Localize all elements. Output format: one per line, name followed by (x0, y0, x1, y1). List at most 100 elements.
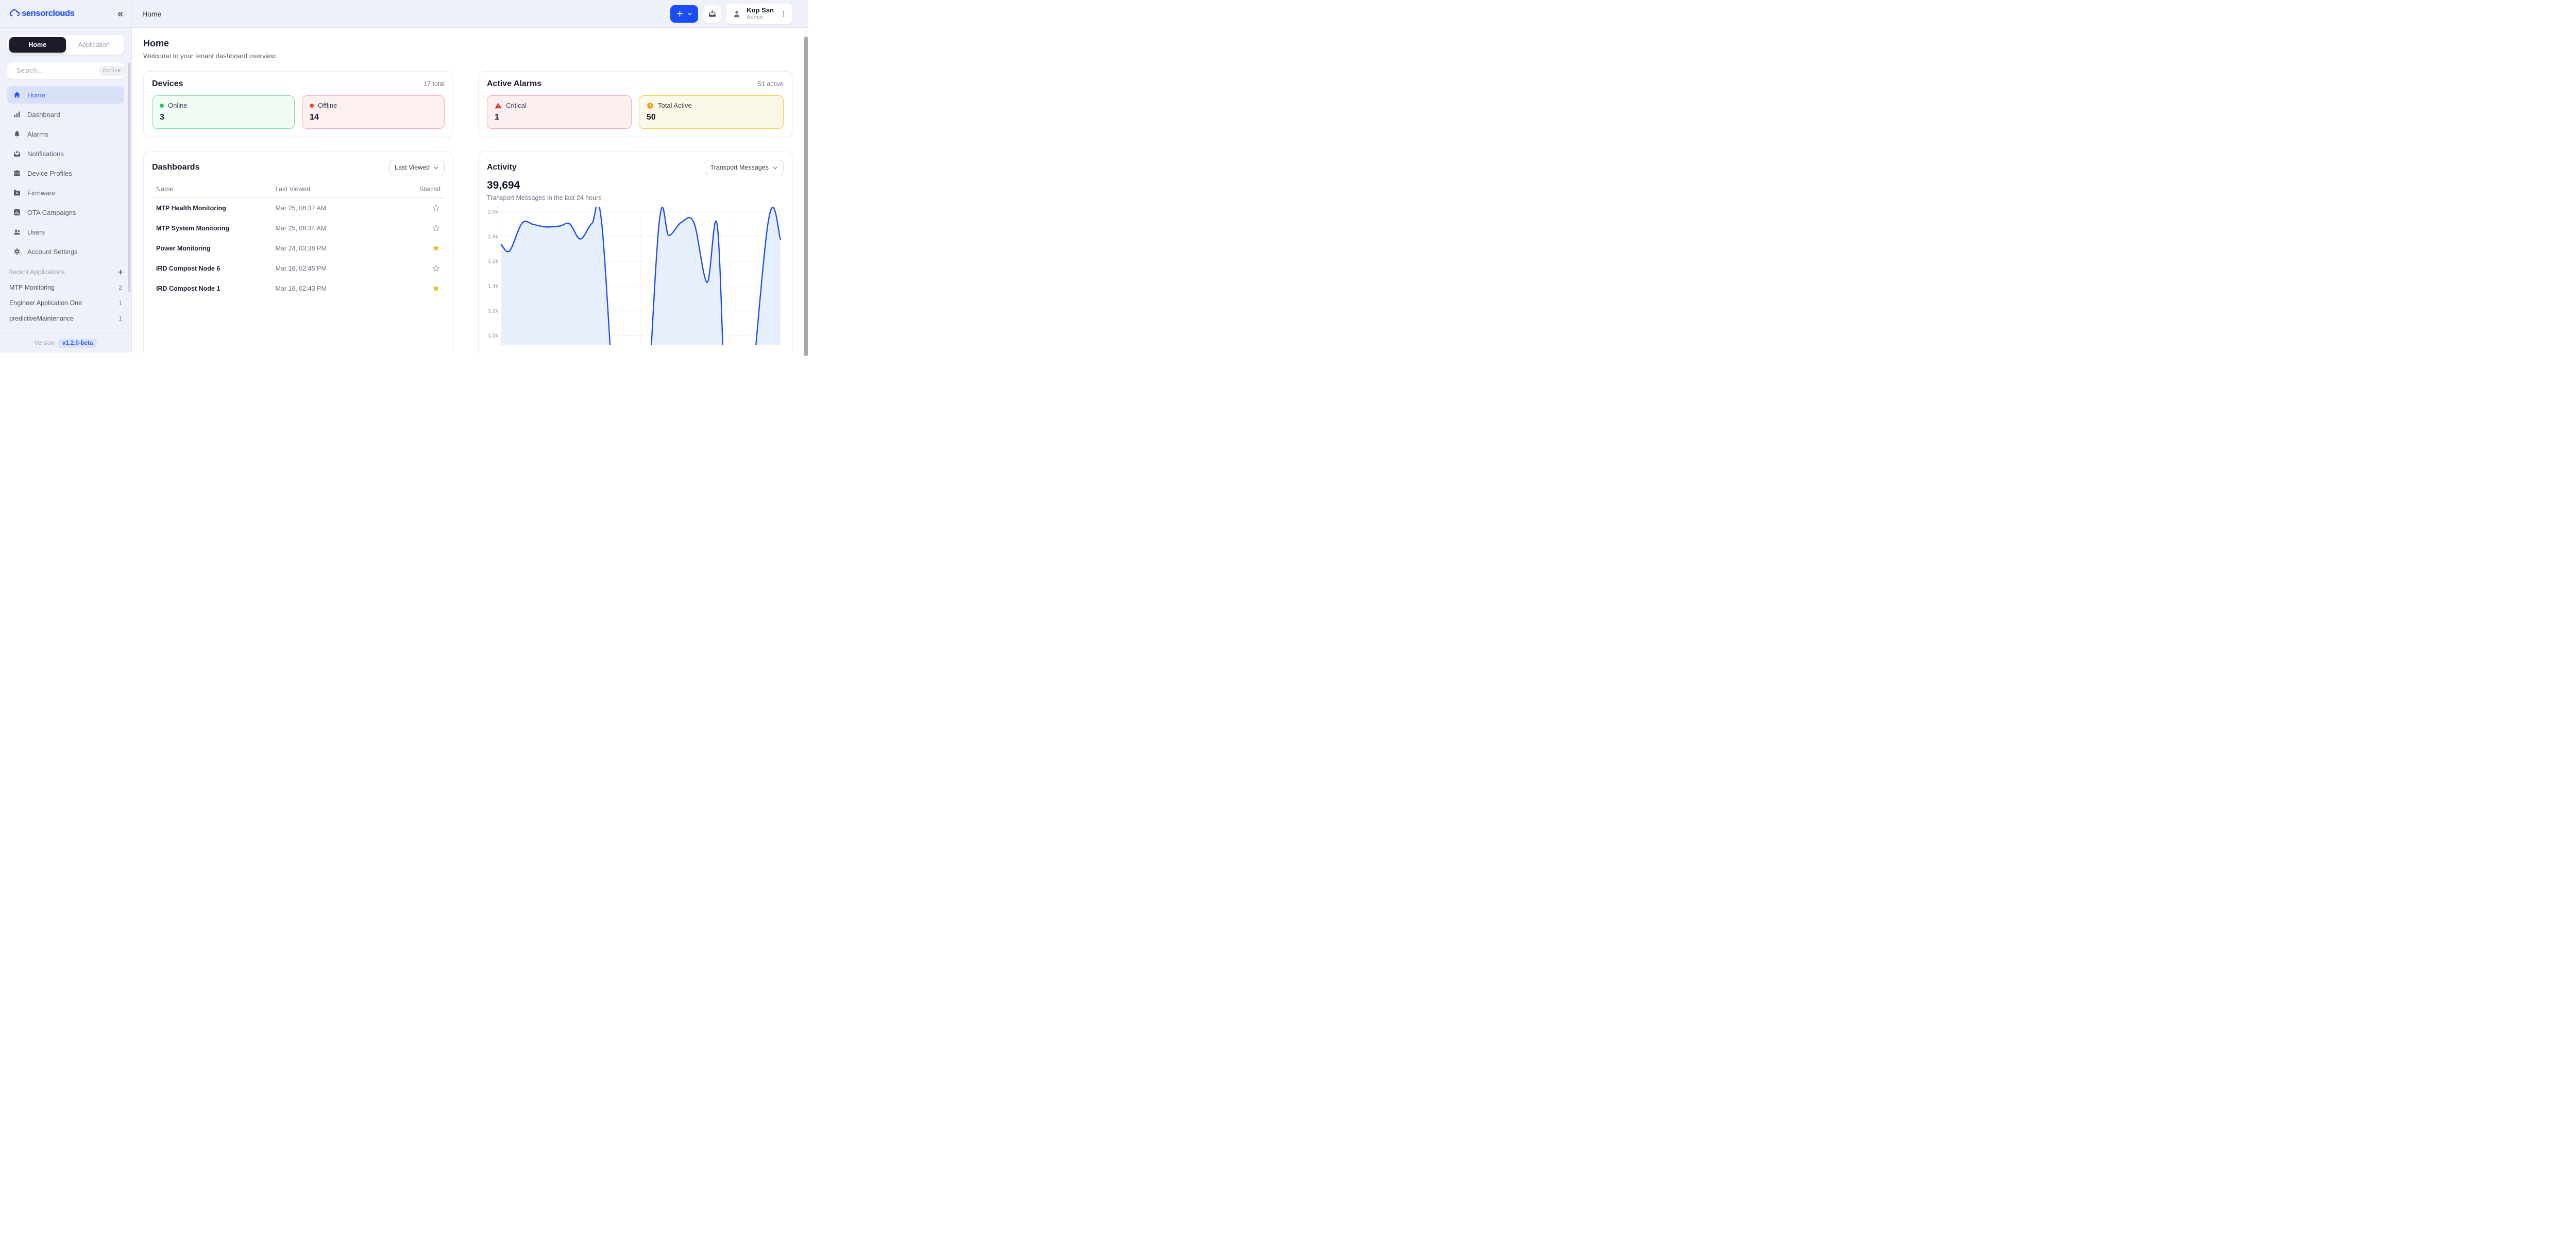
star-toggle[interactable] (412, 244, 440, 253)
star-toggle[interactable] (412, 284, 440, 293)
col-name: Name (156, 186, 174, 193)
sidebar-item-firmware[interactable]: Firmware (7, 184, 124, 202)
gear-icon (13, 248, 21, 255)
star-outline-icon (432, 204, 440, 211)
dashboard-last-viewed: Mar 24, 03:38 PM (275, 244, 327, 252)
user-menu[interactable]: Kop Ssn Admin (726, 3, 792, 24)
svg-text:1.4k: 1.4k (488, 283, 499, 290)
briefcase-icon (14, 170, 20, 176)
recent-application-item[interactable]: Engineer Application One 1 (7, 295, 124, 311)
dashboard-name: IRD Compost Node 6 (156, 264, 221, 272)
warning-triangle-icon (495, 102, 502, 108)
chart-square-icon (14, 209, 20, 215)
sidebar: sensorclouds « Home Application Ctrl+K H… (0, 0, 132, 353)
critical-value: 1 (495, 113, 499, 122)
sidebar-item-label: Home (27, 91, 45, 99)
dashboards-table-header: Name Last Viewed Starred (152, 181, 445, 198)
search-input[interactable] (16, 67, 99, 74)
sidebar-item-ota-campaigns[interactable]: OTA Campaigns (7, 204, 124, 221)
brand-logo[interactable]: sensorclouds (9, 9, 75, 19)
recent-application-name: Engineer Application One (9, 299, 82, 307)
dashboards-sort-select[interactable]: Last Viewed (389, 160, 445, 175)
sidebar-mode-toggle: Home Application (7, 35, 124, 55)
sidebar-item-alarms[interactable]: Alarms (7, 125, 124, 143)
sidebar-item-dashboard[interactable]: Dashboard (7, 106, 124, 123)
sidebar-collapse-icon[interactable]: « (117, 8, 123, 20)
activity-metric-select[interactable]: Transport Messages (704, 160, 784, 175)
chevron-down-icon (434, 166, 438, 169)
offline-dot-icon (310, 103, 314, 108)
activity-caption: Transport Messages in the last 24 hours (487, 194, 602, 202)
main-scrollbar-track[interactable] (804, 28, 808, 356)
plus-icon (677, 10, 683, 17)
add-application-button[interactable]: + (117, 267, 123, 277)
dashboard-last-viewed: Mar 25, 08:34 AM (275, 224, 327, 232)
cloud-icon (9, 9, 20, 16)
dashboards-card: Dashboards Last Viewed Name Last Viewed … (143, 152, 453, 353)
dashboard-name: Power Monitoring (156, 244, 211, 252)
sidebar-item-users[interactable]: Users (7, 223, 124, 241)
sidebar-header: sensorclouds « (0, 0, 131, 28)
recent-application-name: MTP Monitoring (9, 284, 55, 291)
star-toggle[interactable] (412, 224, 440, 232)
dashboard-table-row[interactable]: MTP Health Monitoring Mar 25, 08:37 AM (152, 198, 445, 218)
bar-chart-icon (14, 111, 20, 118)
breadcrumb: Home (142, 9, 162, 18)
recent-application-item[interactable]: predictiveMaintenance 1 (7, 311, 124, 326)
version-label: Version (34, 340, 54, 346)
chevron-down-icon (773, 166, 777, 169)
offline-value: 14 (310, 113, 319, 122)
alarms-total-active-box: Total Active 50 (639, 95, 784, 129)
sidebar-body: Home Application Ctrl+K Home Dashboard Ala… (0, 28, 131, 333)
toggle-home[interactable]: Home (9, 37, 66, 53)
page-title: Home (143, 38, 170, 48)
sidebar-scrollbar[interactable] (128, 63, 130, 292)
dashboards-table: Name Last Viewed Starred MTP Health Moni… (152, 181, 445, 298)
chevron-down-icon (688, 12, 692, 15)
topbar-actions: Kop Ssn Admin (670, 3, 792, 24)
sidebar-item-label: Device Profiles (27, 169, 72, 177)
home-icon (14, 92, 20, 98)
star-toggle[interactable] (412, 264, 440, 273)
devices-card-title: Devices (152, 79, 183, 88)
devices-online-box: Online 3 (152, 95, 295, 129)
folder-arrow-down-icon (14, 190, 20, 196)
dashboard-table-row[interactable]: Power Monitoring Mar 24, 03:38 PM (152, 238, 445, 258)
dashboard-table-row[interactable]: IRD Compost Node 1 Mar 16, 02:43 PM (152, 278, 445, 298)
inbox-arrow-down-icon (708, 10, 716, 17)
total-active-value: 50 (647, 113, 656, 122)
sidebar-item-home[interactable]: Home (7, 86, 124, 104)
svg-text:1.8k: 1.8k (488, 234, 499, 240)
sidebar-item-label: Users (27, 228, 45, 236)
star-outline-icon (432, 264, 440, 272)
dashboard-name: MTP Health Monitoring (156, 204, 226, 212)
toggle-application[interactable]: Application (78, 41, 110, 48)
dashboards-card-title: Dashboards (152, 163, 200, 172)
star-outline-icon (432, 224, 440, 231)
user-role: Admin (747, 14, 763, 21)
sidebar-item-account-settings[interactable]: Account Settings (7, 243, 124, 260)
main-scrollbar-thumb[interactable] (804, 37, 808, 356)
dashboard-table-row[interactable]: MTP System Monitoring Mar 25, 08:34 AM (152, 218, 445, 238)
inbox-button[interactable] (703, 5, 721, 23)
svg-text:1.0k: 1.0k (488, 333, 499, 339)
users-icon (14, 229, 21, 235)
clock-icon (647, 102, 653, 109)
search-box[interactable]: Ctrl+K (7, 62, 125, 79)
kebab-menu-icon[interactable] (780, 10, 787, 18)
create-new-button[interactable] (670, 5, 699, 23)
star-toggle[interactable] (412, 204, 440, 212)
user-avatar-icon (734, 10, 740, 17)
sidebar-item-notifications[interactable]: Notifications (7, 145, 124, 162)
online-label: Online (168, 102, 188, 109)
dashboard-table-row[interactable]: IRD Compost Node 6 Mar 16, 02:45 PM (152, 258, 445, 278)
active-alarms-card: Active Alarms 51 active Critical 1 (478, 71, 792, 137)
critical-label: Critical (506, 102, 527, 109)
sidebar-item-device-profiles[interactable]: Device Profiles (7, 164, 124, 182)
alarms-total: 51 active (757, 80, 784, 88)
recent-applications-header: Recent Applications + (7, 267, 124, 277)
recent-application-item[interactable]: MTP Monitoring 2 (7, 280, 124, 295)
dashboard-name: IRD Compost Node 1 (156, 285, 221, 292)
brand-name: sensorclouds (22, 9, 75, 18)
version-badge: v1.2.0-beta (58, 338, 97, 348)
